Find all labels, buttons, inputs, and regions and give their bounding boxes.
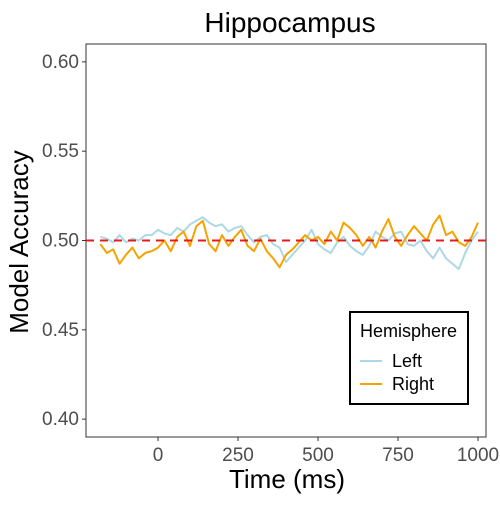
x-tick-label: 750 — [382, 445, 414, 466]
x-tick-label: 250 — [222, 445, 254, 466]
x-tick-label: 0 — [153, 445, 164, 466]
y-axis: 0.40 0.45 0.50 0.55 0.60 — [42, 52, 86, 430]
series-line-left — [100, 216, 479, 271]
chart-title: Hippocampus — [204, 7, 375, 38]
x-axis-title: Time (ms) — [229, 464, 345, 494]
series-layer — [99, 214, 479, 271]
y-tick-label: 0.55 — [42, 141, 79, 162]
x-tick-label: 500 — [302, 445, 334, 466]
y-tick-label: 0.50 — [42, 231, 79, 252]
y-tick-label: 0.60 — [42, 52, 79, 73]
y-tick-label: 0.40 — [42, 409, 79, 430]
legend-label-left: Left — [392, 351, 422, 371]
plot-area — [85, 43, 487, 438]
legend-label-right: Right — [392, 374, 434, 394]
y-tick-label: 0.45 — [42, 320, 79, 341]
legend: Hemisphere Left Right — [349, 311, 469, 405]
x-tick-label: 1000 — [457, 445, 499, 466]
legend-title: Hemisphere — [360, 321, 457, 341]
legend-box — [349, 311, 469, 405]
series-line-right — [99, 214, 479, 269]
y-axis-title: Model Accuracy — [4, 150, 34, 334]
x-axis: 0 250 500 750 1000 — [153, 437, 499, 466]
